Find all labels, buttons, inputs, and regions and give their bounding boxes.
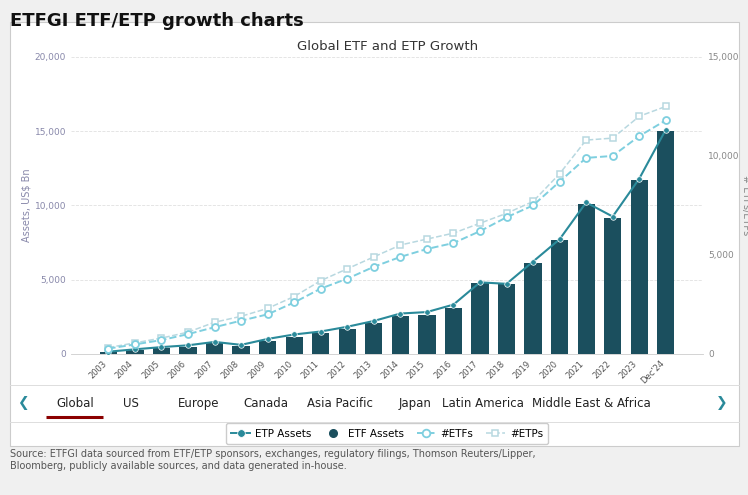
Bar — [577, 204, 595, 354]
Bar — [418, 315, 435, 354]
Bar — [259, 341, 276, 354]
Bar — [365, 324, 382, 354]
Y-axis label: Assets, US$ Bn: Assets, US$ Bn — [22, 169, 32, 242]
Bar — [392, 316, 409, 354]
Text: Asia Pacific: Asia Pacific — [307, 397, 373, 410]
Text: ETFGI ETF/ETP growth charts: ETFGI ETF/ETP growth charts — [10, 12, 304, 30]
Text: Latin America: Latin America — [441, 397, 524, 410]
Title: Global ETF and ETP Growth: Global ETF and ETP Growth — [296, 40, 478, 53]
Legend: ETP Assets, ETF Assets, #ETFs, #ETPs: ETP Assets, ETF Assets, #ETFs, #ETPs — [226, 423, 548, 444]
Text: Europe: Europe — [177, 397, 219, 410]
Text: US: US — [123, 397, 139, 410]
Bar — [180, 346, 197, 354]
Bar — [471, 283, 488, 354]
Text: ❯: ❯ — [716, 396, 728, 410]
Bar — [233, 346, 250, 354]
Bar — [206, 343, 223, 354]
Text: Global: Global — [56, 397, 94, 410]
Bar — [445, 308, 462, 354]
Bar — [126, 350, 144, 354]
Bar — [631, 180, 648, 354]
Text: Canada: Canada — [243, 397, 288, 410]
Y-axis label: # ETFs/ETPs: # ETFs/ETPs — [741, 175, 748, 236]
Bar — [498, 285, 515, 354]
Bar — [551, 240, 568, 354]
Text: ❮: ❮ — [16, 396, 28, 410]
Bar — [524, 262, 542, 354]
Text: Japan: Japan — [399, 397, 432, 410]
Bar — [339, 330, 356, 354]
Bar — [153, 348, 170, 354]
Text: Middle East & Africa: Middle East & Africa — [532, 397, 650, 410]
Text: Source: ETFGI data sourced from ETF/ETP sponsors, exchanges, regulatory filings,: Source: ETFGI data sourced from ETF/ETP … — [10, 449, 536, 471]
Bar — [312, 334, 329, 354]
Bar — [99, 352, 117, 354]
Bar — [286, 337, 303, 354]
Bar — [604, 218, 622, 354]
Bar — [657, 131, 675, 354]
